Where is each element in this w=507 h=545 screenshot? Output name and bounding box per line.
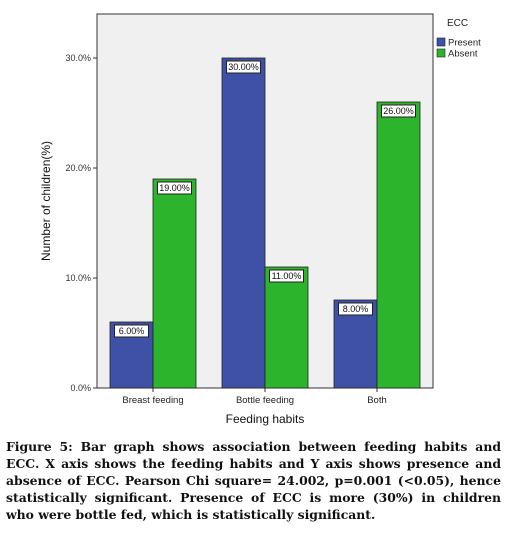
data-label-box [157,181,192,195]
x-axis-title: Feeding habits [226,412,305,426]
bar-present [221,57,266,389]
y-tick-label: 20.0% [65,163,91,173]
data-label-box [226,60,261,74]
legend-title: ECC [447,18,468,29]
legend-swatch-absent [436,48,446,58]
figure-caption: Figure 5: Bar graph shows association be… [6,439,501,522]
data-label: 11.00% [272,271,302,281]
bar-absent [152,178,197,389]
data-label: 6.00% [119,326,145,336]
bar-absent [376,101,421,389]
bar-absent [264,266,309,389]
data-label-box [381,104,416,118]
legend-swatch-present [436,37,446,47]
data-label: 30.00% [228,62,259,72]
y-tick-label: 30.0% [65,53,91,63]
y-axis-title: Number of children(%) [39,141,53,261]
legend-label-present: Present [448,38,481,49]
y-tick-label: 0.0% [70,383,91,393]
y-tick-label: 10.0% [65,273,91,283]
data-label-box [114,324,149,338]
bar-chart: 0.0% 10.0% 20.0% 30.0% 6.00% 19.00% 30.00% 11.… [39,13,481,426]
data-label: 8.00% [343,304,369,314]
x-tick-label: Breast feeding [122,395,183,406]
data-label-box [338,302,373,316]
data-label: 19.00% [159,183,190,193]
data-label: 26.00% [383,106,414,116]
data-label-box [269,269,304,283]
x-tick-label: Bottle feeding [236,395,294,406]
x-tick-label: Both [367,395,387,406]
legend-label-absent: Absent [448,49,478,60]
